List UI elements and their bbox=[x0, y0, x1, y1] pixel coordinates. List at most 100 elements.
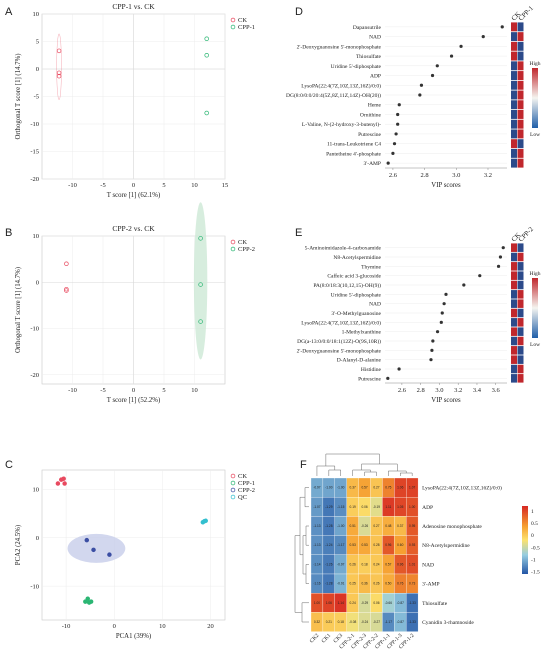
y-tick-label: -10 bbox=[30, 326, 39, 333]
data-point bbox=[85, 596, 90, 601]
ck-color-cell bbox=[511, 139, 517, 149]
y-tick-label: 10 bbox=[33, 233, 40, 240]
vip-point bbox=[435, 330, 440, 334]
heatmap-cell bbox=[406, 612, 419, 632]
vip-point bbox=[431, 339, 435, 343]
ck-color-cell bbox=[511, 364, 517, 374]
vip-chart-e: 5-Aminoimidazole-4-carboxamide N8-Acetyls… bbox=[297, 225, 541, 404]
cell-value: -1.00 bbox=[337, 486, 344, 490]
legend-marker bbox=[230, 480, 236, 486]
cell-value: -0.26 bbox=[361, 524, 368, 528]
legend-marker bbox=[230, 246, 236, 252]
cell-value: 0.26 bbox=[373, 582, 379, 586]
cpp-color-cell bbox=[517, 299, 524, 308]
ck-color-cell bbox=[511, 148, 517, 158]
vip-point bbox=[440, 311, 444, 315]
ck-color-cell bbox=[511, 129, 517, 139]
vip-point bbox=[391, 151, 395, 155]
cell-value: -0.87 bbox=[397, 601, 404, 605]
x-tick-label: 0 bbox=[132, 387, 135, 394]
ck-color-cell bbox=[511, 336, 517, 346]
cell-value: -1.26 bbox=[325, 562, 332, 566]
metabolite-label: Putrescine bbox=[358, 132, 381, 138]
vip-chart-d: Dapansutrile NAD 2'-Deoxyguanosine 5'-mono… bbox=[286, 5, 541, 189]
vip-point bbox=[435, 64, 439, 68]
cell-value: -0.87 bbox=[397, 620, 404, 624]
vip-point bbox=[392, 142, 397, 146]
column-label-ck: CK bbox=[510, 11, 522, 23]
cpp-color-cell bbox=[517, 271, 524, 280]
cell-value: -0.91 bbox=[337, 582, 344, 586]
vip-point bbox=[418, 93, 422, 97]
vip-point bbox=[481, 35, 485, 39]
vip-point bbox=[430, 348, 434, 352]
panel-label-f: F bbox=[300, 459, 307, 471]
cell-value: 0.51 bbox=[350, 524, 356, 528]
cell-value: -0.29 bbox=[361, 601, 368, 605]
data-point bbox=[56, 70, 62, 76]
x-tick-label: -10 bbox=[62, 623, 71, 630]
vip-point bbox=[498, 255, 503, 259]
vip-point bbox=[478, 274, 482, 278]
ck-color-cell bbox=[511, 318, 517, 327]
cpp-color-cell bbox=[517, 374, 524, 383]
cell-value: -0.27 bbox=[373, 620, 380, 624]
legend-label: CPP-1 bbox=[238, 480, 255, 487]
ck-color-cell bbox=[511, 51, 517, 61]
legend-marker bbox=[230, 494, 236, 500]
cell-value: 0.24 bbox=[350, 601, 356, 605]
vip-point bbox=[439, 320, 443, 324]
cpp-color-cell bbox=[517, 71, 524, 80]
ck-color-cell bbox=[511, 280, 517, 290]
cpp-color-cell bbox=[517, 119, 524, 129]
column-label: CK1 bbox=[321, 633, 333, 645]
metabolite-label: LysoPA(22:4(7Z,10Z,13Z,16Z)/0:0) bbox=[301, 319, 381, 326]
y-tick-label: -20 bbox=[30, 372, 39, 379]
confidence-ellipse bbox=[56, 33, 62, 101]
x-axis-label: T score [1] (52.2%) bbox=[107, 397, 160, 404]
cpp-color-cell bbox=[517, 262, 524, 271]
metabolite-label: 3'-AMP bbox=[364, 161, 382, 167]
vip-point bbox=[396, 112, 400, 117]
x-tick-label: 3.2 bbox=[484, 172, 492, 179]
cell-value: 0.32 bbox=[314, 620, 320, 624]
x-tick-label: -10 bbox=[68, 182, 77, 189]
cell-value: 0.73 bbox=[409, 582, 415, 586]
x-tick-label: 10 bbox=[159, 623, 166, 630]
cell-value: -0.24 bbox=[361, 620, 368, 624]
cell-value: -0.97 bbox=[313, 486, 320, 490]
metabolite-label: 2'-Deoxyguanosine 5'-monophosphate bbox=[297, 348, 382, 354]
metabolite-label: DG(a-13:0/0:0/18:1(12Z)-O(9S,10R)) bbox=[297, 338, 381, 345]
cell-value: 1.01 bbox=[409, 562, 415, 566]
cell-value: 0.76 bbox=[397, 582, 403, 586]
y-tick-label: 0 bbox=[36, 66, 39, 73]
cell-value: -1.29 bbox=[325, 505, 332, 509]
cell-value: -1.15 bbox=[337, 505, 344, 509]
legend-label: CPP-2 bbox=[238, 487, 255, 494]
legend-marker bbox=[230, 17, 236, 23]
metabolite-label: Caffeic acid 3-glucoside bbox=[327, 273, 381, 280]
metabolite-label: LysoPA(22:4(7Z,10Z,13Z,16Z)/0:0) bbox=[301, 82, 381, 89]
cpp-color-cell bbox=[517, 327, 524, 336]
row-label: 3'-AMP bbox=[422, 582, 440, 588]
x-tick-label: 3.2 bbox=[454, 387, 462, 394]
vip-point bbox=[444, 292, 448, 296]
ck-color-cell bbox=[511, 346, 517, 355]
ck-color-cell bbox=[511, 290, 517, 299]
data-point bbox=[61, 476, 66, 481]
ck-color-cell bbox=[511, 374, 517, 383]
cell-value: 0.50 bbox=[385, 582, 391, 586]
cell-value: 0.96 bbox=[397, 562, 403, 566]
ck-color-cell bbox=[511, 299, 517, 308]
metabolite-label: D-Alanyl-D-alanine bbox=[337, 358, 382, 364]
cell-value: 0.06 bbox=[373, 601, 379, 605]
cell-value: 0.28 bbox=[373, 543, 379, 547]
y-axis-label: Orthogonal T score [1] (14.7%) bbox=[15, 53, 22, 139]
metabolite-label: 11-trans-Leukotriene C4 bbox=[327, 142, 381, 148]
legend-label: CK bbox=[238, 473, 247, 480]
metabolite-label: 5-Aminoimidazole-4-carboxamide bbox=[305, 246, 382, 252]
x-tick-label: 3.0 bbox=[452, 172, 460, 179]
metabolite-label: Histidine bbox=[361, 367, 382, 373]
y-tick-label: -10 bbox=[30, 121, 39, 128]
ck-color-cell bbox=[511, 243, 517, 252]
